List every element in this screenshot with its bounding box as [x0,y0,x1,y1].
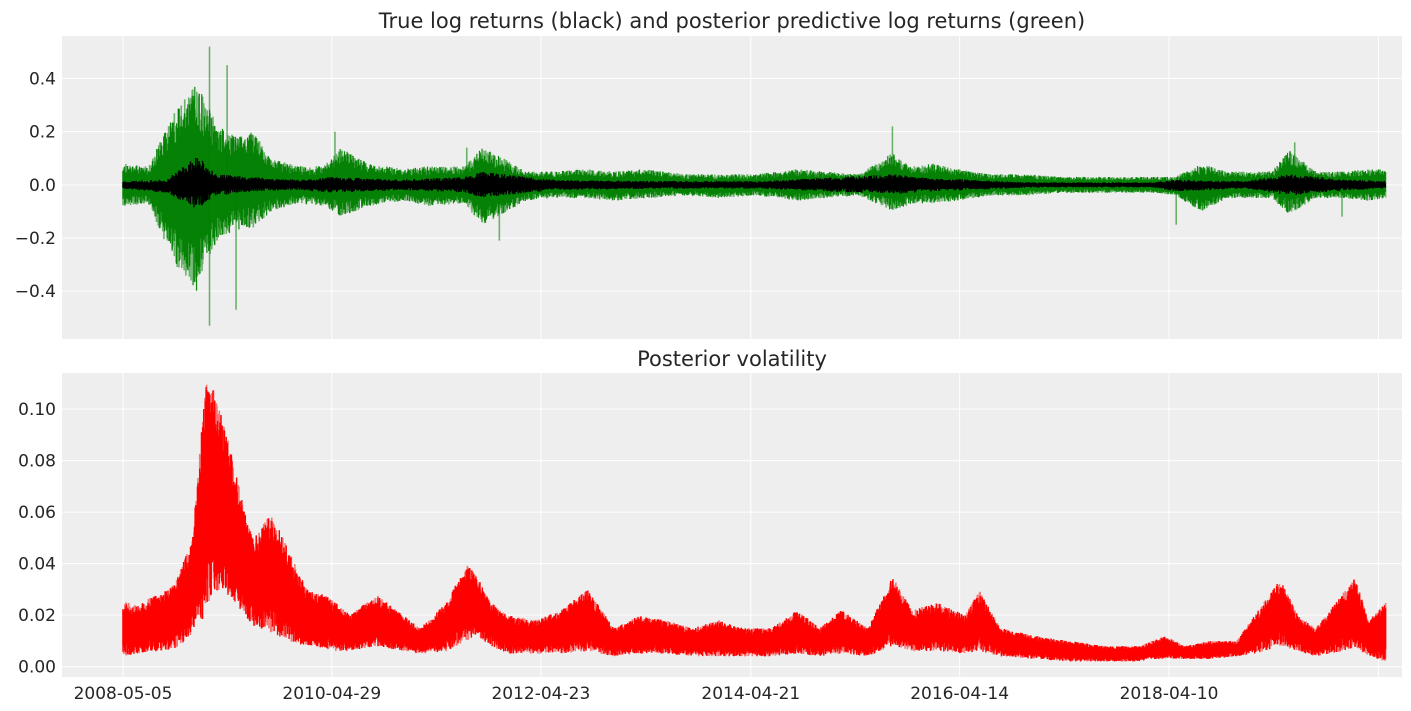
volatility-y-tick-label: 0.10 [18,400,56,420]
returns-y-ticks: 0.4 0.2 0.0 −0.2 −0.4 [15,70,56,303]
volatility-y-ticks: 0.00 0.02 0.04 0.06 0.08 0.10 [18,400,56,678]
date-x-tick-label: 2012-04-23 [491,684,590,704]
date-x-tick-label: 2018-04-10 [1120,684,1219,704]
returns-y-tick-label: −0.2 [15,229,56,249]
posterior-volatility-core [122,387,1387,662]
returns-y-tick-label: −0.4 [15,282,56,302]
volatility-chart-title: Posterior volatility [637,347,827,371]
true-log-returns-line [122,157,1386,208]
returns-chart-title: True log returns (black) and posterior p… [378,9,1085,33]
returns-panel: 0.4 0.2 0.0 −0.2 −0.4 True log returns (blac… [15,9,1402,339]
volatility-y-tick-label: 0.08 [18,452,56,472]
returns-y-tick-label: 0.2 [29,123,56,143]
volatility-y-tick-label: 0.00 [18,658,56,678]
volatility-panel: 0.00 0.02 0.04 0.06 0.08 0.10 2008-05-05 2010-… [18,347,1402,704]
date-x-ticks: 2008-05-05 2010-04-29 2012-04-23 2014-04-21… [74,684,1219,704]
returns-y-tick-label: 0.0 [29,176,56,196]
volatility-y-tick-label: 0.06 [18,503,56,523]
date-x-tick-label: 2014-04-21 [701,684,800,704]
volatility-y-tick-label: 0.04 [18,555,56,575]
date-x-tick-label: 2008-05-05 [74,684,173,704]
date-x-tick-label: 2010-04-29 [282,684,381,704]
date-x-tick-label: 2016-04-14 [910,684,1009,704]
returns-y-tick-label: 0.4 [29,70,56,90]
volatility-series-layer [122,384,1387,662]
volatility-y-tick-label: 0.02 [18,606,56,626]
returns-series-layer [122,46,1387,326]
